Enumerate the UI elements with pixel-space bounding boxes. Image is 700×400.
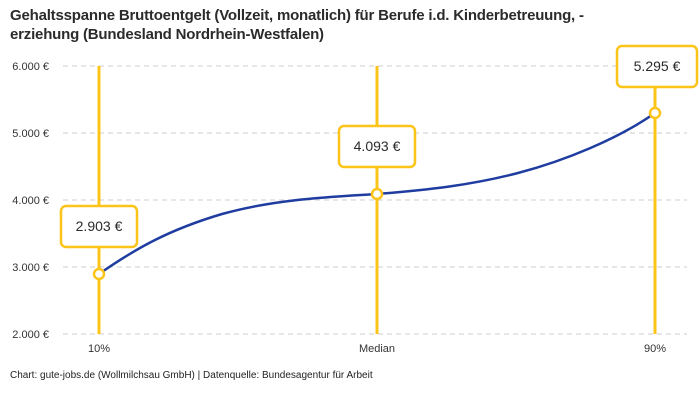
value-label-box-90 (615, 44, 699, 89)
data-point-marker-median (370, 187, 384, 201)
gridlines (63, 65, 687, 335)
chart-title: Gehaltsspanne Bruttoentgelt (Vollzeit, m… (10, 7, 584, 43)
data-point-markers (92, 106, 662, 281)
data-point-marker-10 (92, 267, 106, 281)
value-labels: 2.903 € 4.093 € 5.295 € (59, 44, 699, 249)
data-point-marker-90 (648, 106, 662, 120)
x-axis-ticks: 10% Median 90% (88, 343, 666, 355)
x-axis-tick-10: 10% (88, 343, 110, 355)
x-axis-tick-median: Median (359, 343, 395, 355)
value-label-90: 5.295 € (634, 58, 681, 74)
y-axis-ticks: 6.000 € 5.000 € 4.000 € 3.000 € 2.000 € (12, 61, 49, 341)
y-axis-tick: 2.000 € (12, 329, 49, 341)
y-axis-tick: 4.000 € (12, 195, 49, 207)
value-label-box-median (337, 124, 417, 169)
value-label-median: 4.093 € (354, 138, 401, 154)
value-label-10: 2.903 € (76, 218, 123, 234)
value-label-box-10 (59, 204, 139, 249)
y-axis-tick: 6.000 € (12, 61, 49, 73)
y-axis-tick: 5.000 € (12, 128, 49, 140)
y-axis-tick: 3.000 € (12, 262, 49, 274)
x-axis-tick-90: 90% (644, 343, 666, 355)
credit-line: Chart: gute-jobs.de (Wollmilchsau GmbH) … (10, 370, 373, 381)
